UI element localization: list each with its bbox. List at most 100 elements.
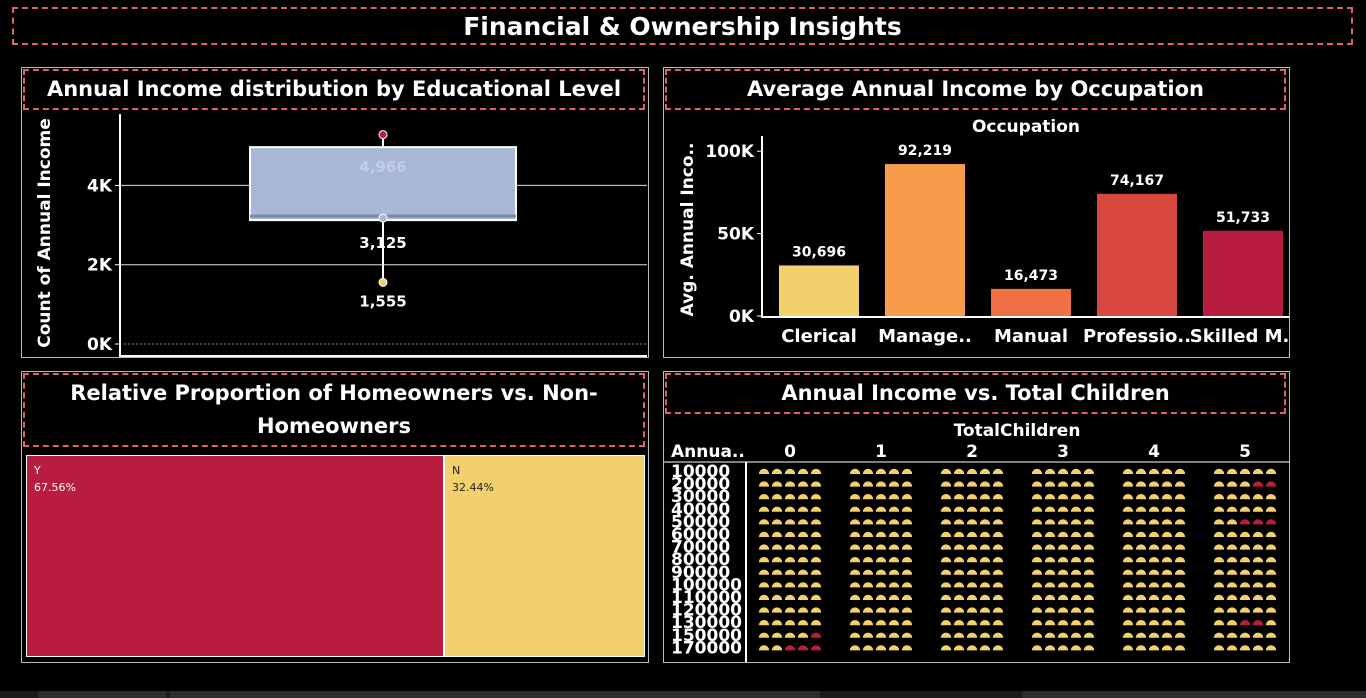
pie-mark xyxy=(1174,594,1186,600)
pie-mark xyxy=(1226,582,1238,588)
treemap-segment-y[interactable]: Y 67.56% xyxy=(27,456,443,656)
pie-mark xyxy=(862,645,874,651)
pie-mark xyxy=(992,632,1004,638)
pie-mark xyxy=(966,594,978,600)
column-axis-title: TotalChildren xyxy=(954,421,1081,441)
bar-value-label: 74,167 xyxy=(1110,173,1164,189)
pie-mark xyxy=(1057,569,1069,575)
pie-mark xyxy=(862,506,874,512)
pie-mark xyxy=(784,544,796,550)
pie-mark xyxy=(1174,544,1186,550)
pie-mark xyxy=(1239,468,1251,474)
pie-mark xyxy=(992,620,1004,626)
pie-mark xyxy=(875,506,887,512)
pie-mark xyxy=(1226,632,1238,638)
bottom-scrollbar[interactable] xyxy=(0,691,1366,698)
pie-mark xyxy=(966,620,978,626)
pie-mark xyxy=(758,645,770,651)
pie-mark xyxy=(862,607,874,613)
pie-mark xyxy=(771,468,783,474)
pie-mark xyxy=(784,569,796,575)
pie-mark xyxy=(1174,481,1186,487)
column-header: 1 xyxy=(875,442,887,462)
treemap-segment-percent: 67.56% xyxy=(34,481,76,494)
pie-mark xyxy=(771,582,783,588)
box-plot-title: Annual Income distribution by Educationa… xyxy=(23,69,645,110)
pie-mark xyxy=(1044,632,1056,638)
median-label: 3,125 xyxy=(359,234,406,252)
pie-mark xyxy=(810,645,822,651)
pie-mark xyxy=(797,557,809,563)
pie-mark xyxy=(1239,607,1251,613)
pie-mark xyxy=(1070,468,1082,474)
pie-mark xyxy=(966,632,978,638)
y-tick-label: 4K xyxy=(87,176,113,196)
pie-mark xyxy=(992,557,1004,563)
pie-mark xyxy=(875,620,887,626)
pie-mark xyxy=(797,468,809,474)
pie-mark xyxy=(797,519,809,525)
pie-mark xyxy=(1031,607,1043,613)
pie-mark xyxy=(1265,481,1277,487)
pie-mark xyxy=(979,645,991,651)
pie-mark xyxy=(1252,544,1264,550)
pie-mark xyxy=(979,632,991,638)
children-panel: Annual Income vs. Total Children TotalCh… xyxy=(663,371,1290,663)
bar-value-label: 51,733 xyxy=(1216,210,1270,226)
pie-mark xyxy=(1239,557,1251,563)
bar-manual xyxy=(991,288,1071,316)
pie-mark xyxy=(849,494,861,500)
pie-mark xyxy=(849,519,861,525)
pie-mark xyxy=(966,519,978,525)
pie-mark xyxy=(1265,557,1277,563)
pie-mark xyxy=(1174,506,1186,512)
pie-mark xyxy=(992,569,1004,575)
pie-mark xyxy=(1161,569,1173,575)
pie-mark xyxy=(888,481,900,487)
row-label: 20000 xyxy=(671,475,730,495)
pie-mark xyxy=(849,582,861,588)
children-title: Annual Income vs. Total Children xyxy=(665,373,1286,414)
pie-mark xyxy=(901,607,913,613)
pie-mark xyxy=(953,594,965,600)
pie-mark xyxy=(810,481,822,487)
pie-mark xyxy=(940,607,952,613)
pie-mark xyxy=(1213,557,1225,563)
pie-mark xyxy=(992,531,1004,537)
pie-mark xyxy=(1044,607,1056,613)
pie-mark xyxy=(797,494,809,500)
pie-mark xyxy=(797,620,809,626)
pie-mark xyxy=(875,582,887,588)
pie-mark xyxy=(849,557,861,563)
min-label: 1,555 xyxy=(359,292,406,310)
pie-mark xyxy=(1239,645,1251,651)
row-label: 90000 xyxy=(671,563,730,583)
bar-header: Occupation xyxy=(972,117,1080,137)
box-plot-chart: 0K 2K 4K Count of Annual Income 4,966 3,125 1,… xyxy=(35,114,647,357)
pie-mark xyxy=(953,607,965,613)
pie-mark xyxy=(1031,531,1043,537)
pie-mark xyxy=(1265,632,1277,638)
pie-mark xyxy=(810,544,822,550)
pie-mark xyxy=(758,582,770,588)
pie-mark xyxy=(979,493,991,500)
pie-mark xyxy=(1239,569,1251,575)
pie-mark xyxy=(979,582,991,588)
pie-mark xyxy=(1135,468,1147,474)
pie-mark xyxy=(966,468,978,474)
pie-mark xyxy=(1161,544,1173,550)
pie-mark xyxy=(888,506,900,512)
pie-mark xyxy=(810,494,822,500)
occupation-panel: Average Annual Income by Occupation Occu… xyxy=(663,67,1290,358)
pie-mark xyxy=(1174,569,1186,575)
pie-mark xyxy=(1122,544,1134,550)
treemap-segment-n[interactable]: N 32.44% xyxy=(445,456,644,656)
pie-mark xyxy=(940,481,952,487)
pie-mark xyxy=(758,569,770,575)
pie-mark xyxy=(901,594,913,600)
pie-mark xyxy=(784,531,796,537)
pie-mark xyxy=(979,506,991,512)
pie-mark xyxy=(901,506,913,512)
pie-mark xyxy=(1083,594,1095,600)
pie-mark xyxy=(862,594,874,600)
